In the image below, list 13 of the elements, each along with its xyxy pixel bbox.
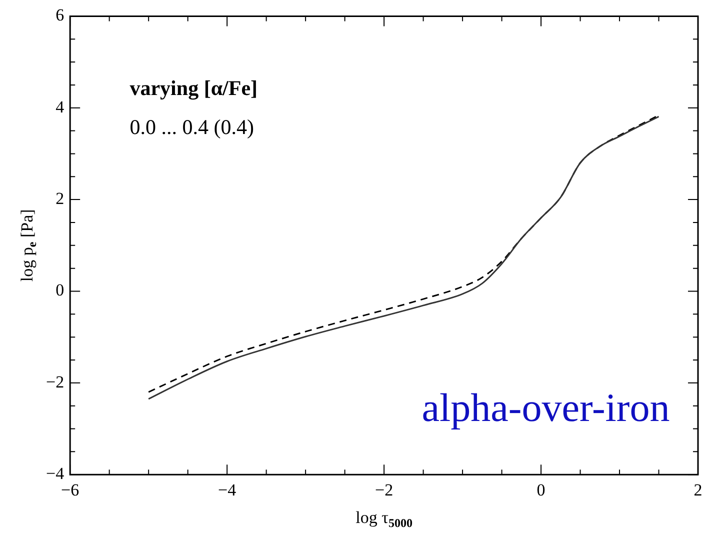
y-tick-label: 6: [56, 6, 64, 25]
x-tick-label: −2: [374, 480, 394, 500]
y-tick-label: 2: [56, 189, 64, 208]
x-tick-label: 0: [536, 480, 546, 500]
annotation: varying [α/Fe]: [130, 76, 258, 100]
y-axis-title: log pe [Pa]: [17, 209, 40, 282]
annotation: 0.0 ... 0.4 (0.4): [130, 115, 254, 140]
x-tick-label: −4: [218, 480, 237, 500]
y-tick-label: 0: [56, 280, 64, 300]
x-tick-label: 2: [694, 480, 702, 500]
annotation: alpha-over-iron: [422, 384, 670, 430]
y-tick-label: −2: [46, 372, 64, 392]
y-tick-label: 4: [56, 97, 65, 116]
